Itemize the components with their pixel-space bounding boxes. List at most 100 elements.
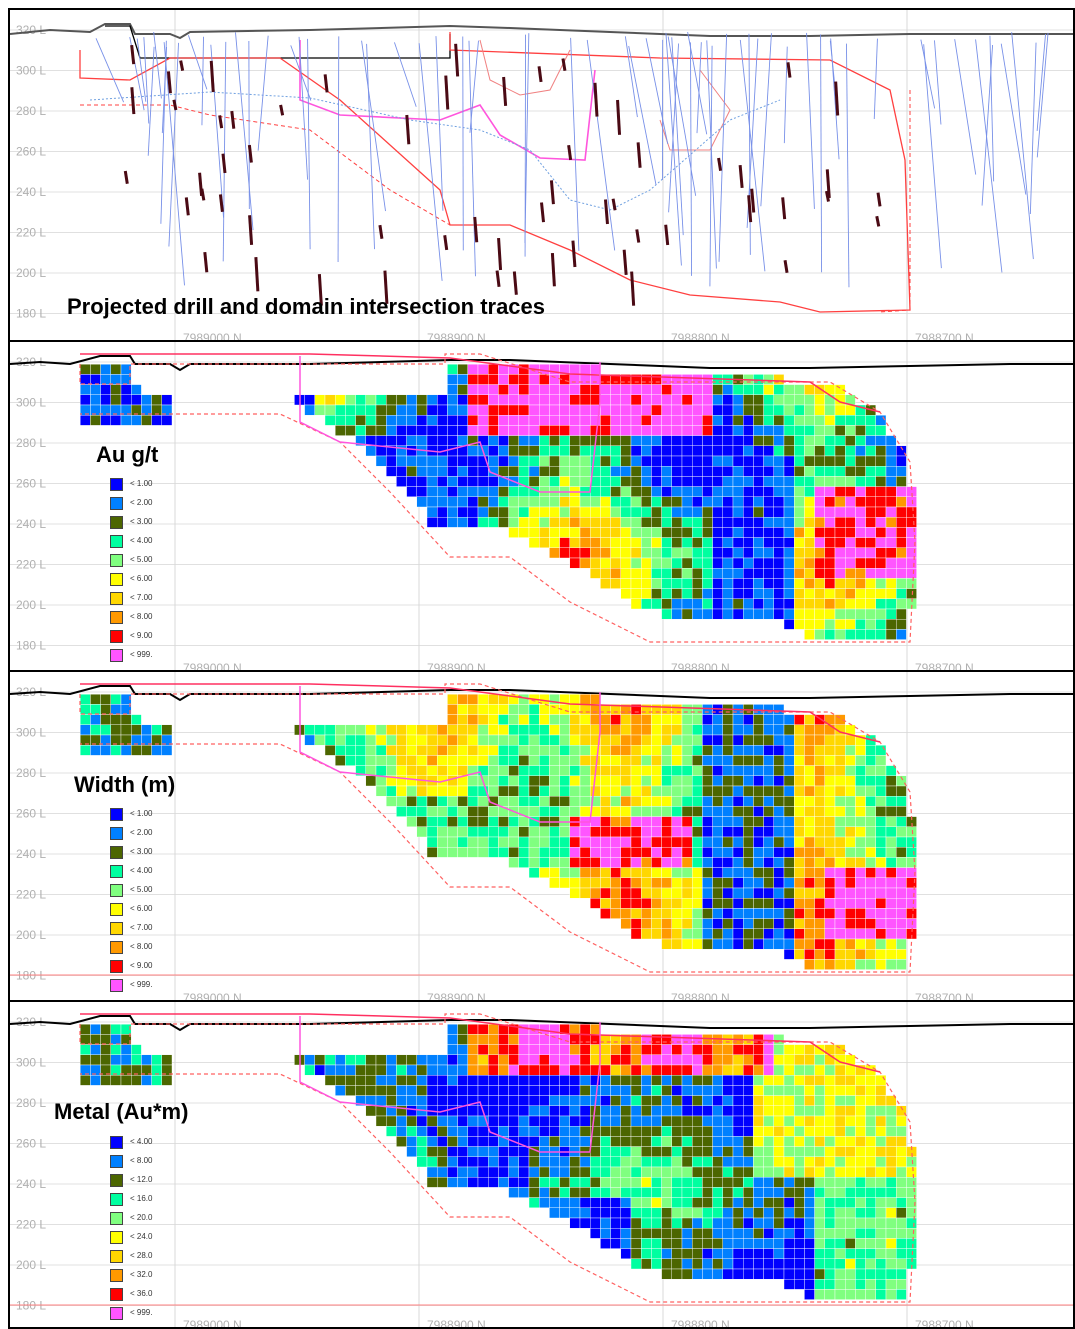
block-cell bbox=[722, 846, 734, 858]
block-cell bbox=[773, 1074, 785, 1086]
block-cell bbox=[865, 1105, 876, 1117]
block-cell bbox=[630, 465, 642, 477]
block-cell bbox=[661, 567, 672, 579]
block-cell bbox=[590, 704, 601, 715]
block-cell bbox=[651, 1146, 662, 1158]
block-cell bbox=[549, 384, 560, 395]
block-cell bbox=[610, 1125, 621, 1137]
block-cell bbox=[783, 1207, 795, 1219]
block-cell bbox=[692, 496, 703, 508]
block-cells bbox=[79, 1024, 917, 1300]
block-cell bbox=[763, 425, 774, 436]
block-cell bbox=[661, 714, 672, 725]
block-cell bbox=[855, 1258, 866, 1270]
block-cell bbox=[671, 1136, 683, 1147]
block-cell bbox=[498, 1064, 509, 1076]
block-cell bbox=[773, 1085, 785, 1096]
block-cell bbox=[773, 1166, 785, 1178]
block-cell bbox=[518, 704, 530, 715]
block-cell bbox=[375, 445, 387, 457]
block-cell bbox=[763, 476, 774, 487]
block-cell bbox=[610, 435, 621, 446]
block-cell bbox=[590, 1044, 601, 1055]
block-cell bbox=[355, 394, 367, 406]
block-cell bbox=[824, 846, 836, 858]
block-cell bbox=[783, 1238, 795, 1249]
northing-label: 7988900 N bbox=[427, 1318, 486, 1329]
block-cell bbox=[732, 1115, 744, 1127]
block-cell bbox=[671, 734, 683, 746]
block-cell bbox=[896, 1207, 907, 1219]
block-cell bbox=[845, 1289, 856, 1300]
block-cell bbox=[783, 476, 795, 487]
block-cell bbox=[722, 1085, 734, 1096]
block-cell bbox=[732, 598, 744, 610]
block-cell bbox=[559, 1136, 570, 1147]
block-cell bbox=[630, 414, 642, 426]
block-cell bbox=[804, 949, 815, 960]
drill-trace bbox=[462, 36, 464, 251]
block-cell bbox=[885, 476, 897, 487]
block-cell bbox=[488, 404, 499, 416]
block-cell bbox=[447, 1044, 458, 1055]
block-cell bbox=[579, 1085, 591, 1096]
block-cell bbox=[702, 445, 713, 457]
block-cell bbox=[671, 836, 683, 848]
block-cell bbox=[661, 516, 672, 528]
block-cell bbox=[79, 704, 91, 715]
block-cell bbox=[681, 384, 693, 395]
block-cell bbox=[579, 877, 591, 889]
block-cell bbox=[702, 435, 713, 446]
block-cell bbox=[518, 1125, 530, 1137]
block-cell bbox=[834, 1187, 846, 1198]
block-cell bbox=[906, 908, 917, 919]
block-cell bbox=[518, 714, 530, 725]
block-cell bbox=[600, 537, 611, 549]
block-cell bbox=[569, 1074, 581, 1086]
block-cell bbox=[90, 1074, 101, 1086]
block-cell bbox=[834, 1227, 846, 1239]
block-cell bbox=[79, 1024, 91, 1035]
block-cell bbox=[518, 1044, 530, 1055]
block-cell bbox=[508, 744, 520, 756]
block-cell bbox=[518, 1166, 530, 1178]
block-cell bbox=[630, 1105, 642, 1117]
block-cell bbox=[834, 425, 846, 436]
block-cell bbox=[590, 887, 601, 899]
block-cell bbox=[814, 1136, 825, 1147]
block-cell bbox=[783, 1217, 795, 1229]
block-cell bbox=[885, 826, 897, 838]
block-cell bbox=[824, 588, 836, 600]
block-cell bbox=[702, 496, 713, 508]
block-cell bbox=[722, 1207, 734, 1219]
block-cell bbox=[141, 414, 152, 426]
block-cell bbox=[773, 1217, 785, 1229]
block-cell bbox=[814, 1146, 825, 1158]
block-cell bbox=[426, 826, 438, 838]
block-cell bbox=[824, 887, 836, 899]
block-cell bbox=[712, 857, 723, 868]
block-cell bbox=[845, 1197, 856, 1209]
block-cell bbox=[498, 795, 509, 807]
domain-intersection bbox=[636, 142, 642, 168]
block-cell bbox=[508, 516, 520, 528]
block-cell bbox=[743, 714, 754, 725]
block-cell bbox=[396, 765, 407, 776]
block-cell bbox=[549, 537, 560, 549]
block-cell bbox=[814, 414, 825, 426]
block-cell bbox=[641, 435, 652, 446]
block-cell bbox=[732, 425, 744, 436]
block-cell bbox=[324, 744, 336, 756]
block-cell bbox=[804, 744, 815, 756]
block-cell bbox=[763, 516, 774, 528]
rl-label: 260 L bbox=[16, 1137, 46, 1151]
block-cell bbox=[845, 404, 856, 416]
block-cell bbox=[437, 755, 448, 766]
block-cell bbox=[681, 374, 693, 385]
block-cell bbox=[549, 496, 560, 508]
block-cell bbox=[671, 547, 683, 559]
block-cell bbox=[773, 578, 785, 589]
block-cell bbox=[732, 795, 744, 807]
drill-trace bbox=[989, 35, 995, 182]
block-cell bbox=[641, 1156, 652, 1168]
